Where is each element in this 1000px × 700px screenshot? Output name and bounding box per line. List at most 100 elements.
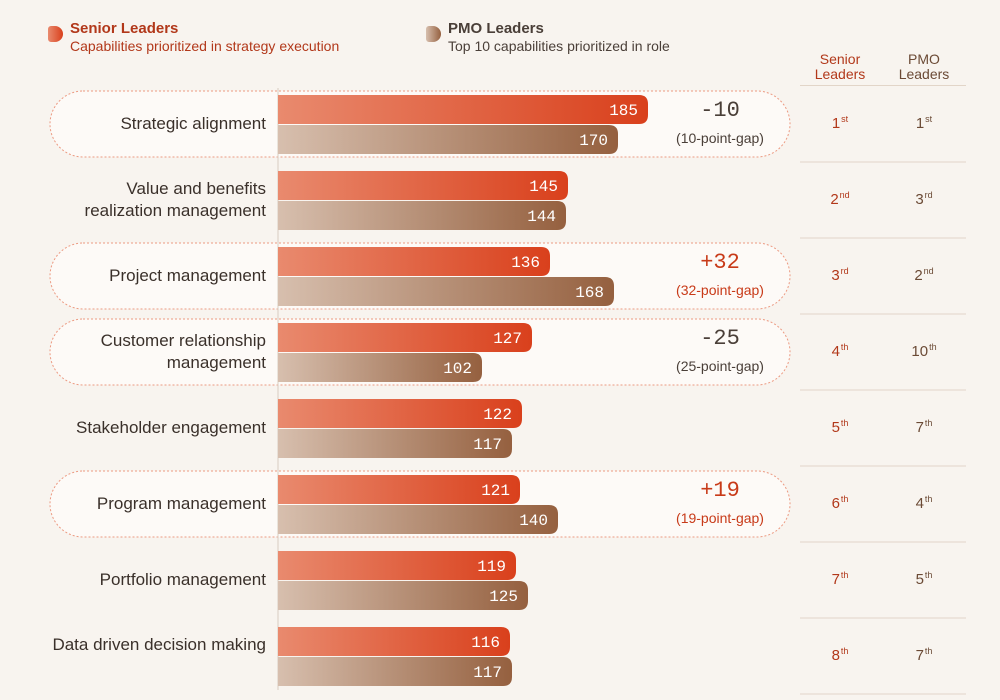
bar-pmo [278,505,558,534]
rank-pmo: 2nd [884,266,964,284]
rank-pmo-suffix: th [924,494,933,504]
rank-senior-number: 8 [831,647,840,664]
bar-pmo [278,125,618,154]
bar-pmo [278,353,482,382]
rank-pmo: 4th [884,494,964,512]
row-label: Program management [96,494,266,513]
row-label: Data driven decision making [52,635,266,654]
rank-senior: 2nd [800,190,880,208]
bar-senior [278,399,522,428]
bar-senior [278,323,532,352]
rank-pmo-suffix: th [924,570,933,580]
bar-value-senior: 136 [511,254,540,272]
bar-value-senior: 121 [481,482,510,500]
bar-senior [278,475,520,504]
rank-pmo-number: 7 [915,647,924,664]
rank-header-senior-label: Senior Leaders [814,51,866,82]
rank-header-pmo-label: PMO Leaders [898,51,950,82]
bar-value-senior: 119 [477,558,506,576]
rank-senior: 3rd [800,266,880,284]
bar-value-pmo: 170 [579,132,608,150]
legend-senior-subtitle: Capabilities prioritized in strategy exe… [70,38,340,54]
bar-pmo [278,277,614,306]
rank-pmo-number: 2 [914,267,923,284]
rank-senior-number: 2 [830,191,839,208]
rank-senior-suffix: nd [839,190,850,200]
rank-pmo-suffix: st [925,114,933,124]
bar-value-pmo: 117 [473,664,502,682]
legend-senior-title: Senior Leaders [70,20,179,37]
bar-value-pmo: 140 [519,512,548,530]
legend-pmo-swatch [426,26,441,42]
bar-value-pmo: 125 [489,588,518,606]
rank-senior-number: 5 [831,419,840,436]
rank-senior: 4th [800,342,880,360]
rank-senior: 6th [800,494,880,512]
gap-value: +19 [700,478,740,503]
rank-pmo-number: 10 [911,343,929,360]
rank-pmo-suffix: th [929,342,937,352]
rank-senior-suffix: th [840,646,849,656]
gap-note: (25-point-gap) [676,358,764,374]
row-label: Strategic alignment [120,114,266,133]
bar-pmo [278,201,566,230]
gap-note: (32-point-gap) [676,282,764,298]
rank-senior-number: 7 [831,571,840,588]
rank-senior-number: 6 [831,495,840,512]
row-label: Value and benefits realization managemen… [84,179,266,220]
gap-value: -25 [700,326,740,351]
bar-value-pmo: 168 [575,284,604,302]
row-label: Portfolio management [99,570,266,589]
rank-pmo-suffix: th [924,418,933,428]
rank-senior-number: 3 [831,267,840,284]
bar-value-senior: 122 [483,406,512,424]
rank-senior-suffix: th [840,494,849,504]
rank-pmo-number: 1 [915,115,925,132]
gap-note: (19-point-gap) [676,510,764,526]
bar-value-senior: 127 [493,330,522,348]
rank-header-divider [800,85,966,86]
bar-senior [278,247,550,276]
rank-pmo-number: 4 [915,495,924,512]
rank-senior-number: 4 [831,343,840,360]
rank-pmo-number: 7 [915,419,924,436]
bar-value-senior: 116 [471,634,500,652]
rank-pmo-suffix: nd [923,266,934,276]
legend-pmo-title: PMO Leaders [448,20,544,37]
bar-pmo [278,581,528,610]
gap-value: +32 [700,250,740,275]
bar-value-pmo: 144 [527,208,556,226]
rank-pmo-number: 3 [915,191,924,208]
bar-senior [278,551,516,580]
row-label: Project management [109,266,266,285]
rank-pmo: 1st [884,114,964,132]
rank-senior: 7th [800,570,880,588]
rank-senior-suffix: th [840,418,849,428]
bar-senior [278,95,648,124]
bar-value-senior: 145 [529,178,558,196]
rank-pmo-number: 5 [915,571,924,588]
bar-pmo [278,657,512,686]
row-label: Customer relationship management [100,331,266,372]
rank-senior: 1st [800,114,880,132]
bar-value-pmo: 117 [473,436,502,454]
bar-pmo [278,429,512,458]
rank-senior-number: 1 [831,115,841,132]
rank-senior: 8th [800,646,880,664]
bar-value-senior: 185 [609,102,638,120]
rank-pmo: 10th [884,342,964,360]
gap-note: (10-point-gap) [676,130,764,146]
bar-value-pmo: 102 [443,360,472,378]
rank-pmo: 5th [884,570,964,588]
legend-senior-swatch [48,26,63,42]
gap-value: -10 [700,98,740,123]
rank-senior-suffix: th [840,342,849,352]
bar-senior [278,627,510,656]
rank-pmo-suffix: rd [924,190,933,200]
rank-pmo: 7th [884,646,964,664]
rank-header-senior: Senior Leaders [800,52,880,82]
rank-senior-suffix: rd [840,266,849,276]
legend-pmo-subtitle: Top 10 capabilities prioritized in role [448,38,670,54]
row-label: Stakeholder engagement [76,418,266,437]
